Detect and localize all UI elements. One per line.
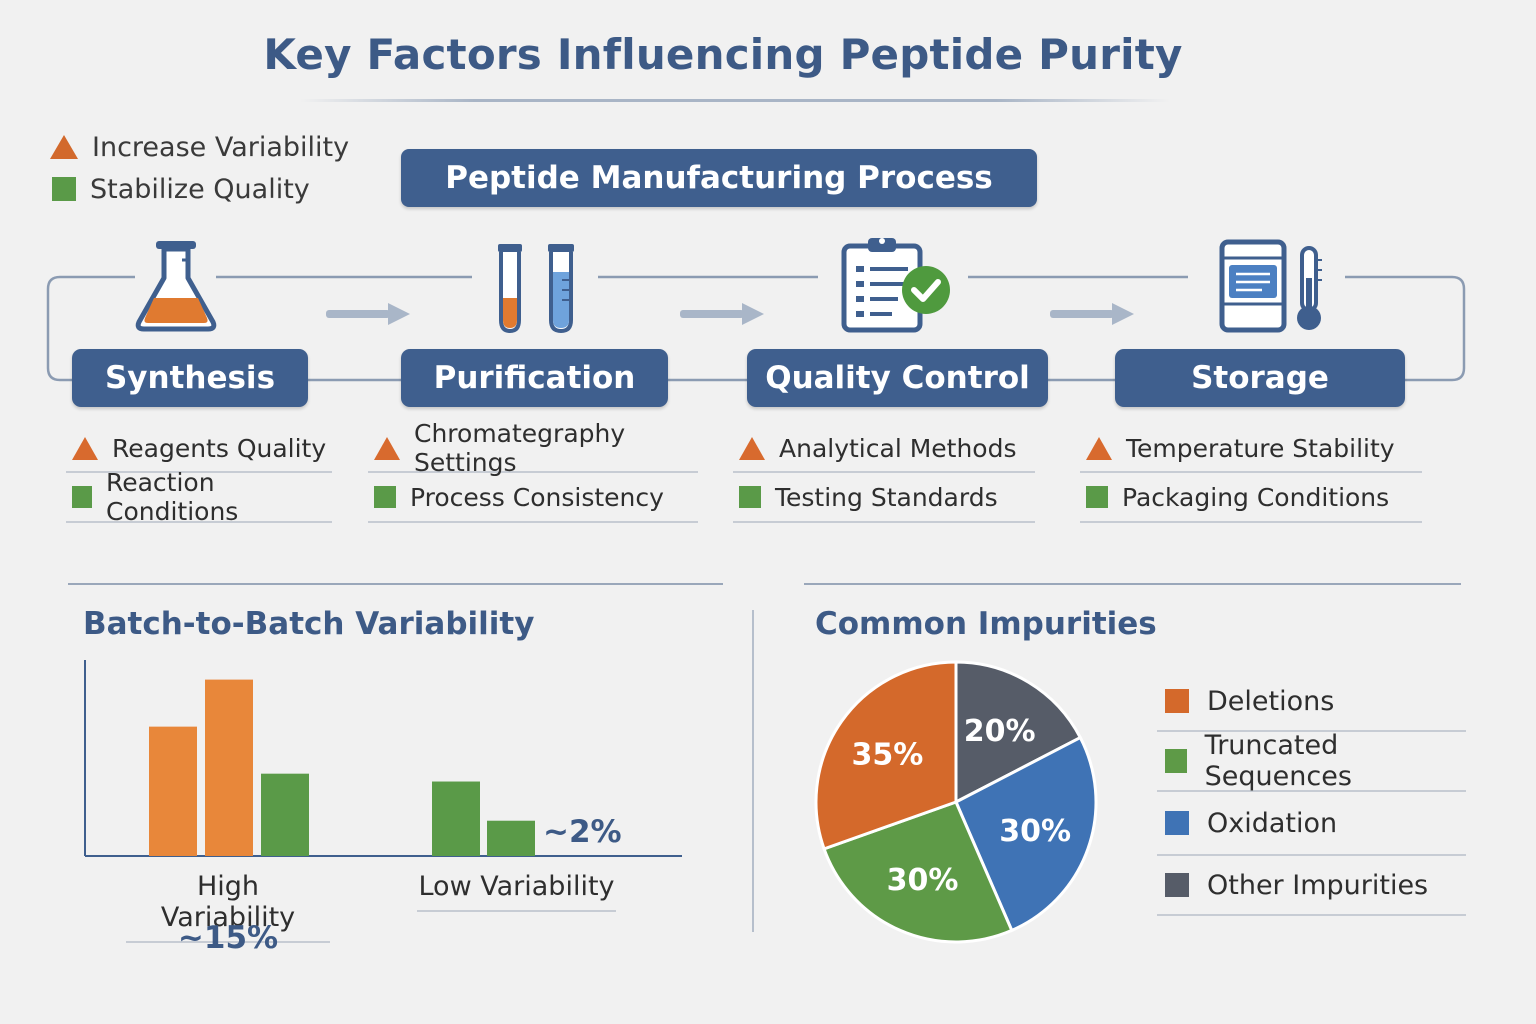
square-icon [1165, 749, 1187, 773]
square-icon [1086, 486, 1108, 508]
triangle-icon [50, 135, 78, 159]
square-icon [374, 486, 396, 508]
legend-item-truncated: Truncated Sequences [1157, 730, 1466, 792]
square-icon [1165, 689, 1189, 713]
factor-stabilize: Reaction Conditions [66, 468, 332, 526]
factor-increase: Analytical Methods [733, 425, 1035, 473]
low-variability-value: ~2% [543, 814, 622, 850]
triangle-icon [72, 436, 98, 460]
factor-increase: Chromategraphy Settings [368, 419, 698, 477]
synthesis-factors: Reagents Quality Reaction Conditions [66, 425, 332, 526]
pie-label-other-impurities: 20% [964, 714, 1036, 749]
factor-stabilize: Process Consistency [368, 473, 698, 523]
purification-factors: Chromategraphy Settings Process Consiste… [368, 419, 698, 523]
legend-label: Truncated Sequences [1204, 730, 1352, 792]
batch-chart-title: Batch-to-Batch Variability [83, 606, 535, 642]
pie-label-oxidation: 30% [999, 814, 1071, 849]
legend-label: Oxidation [1207, 807, 1338, 839]
section-divider [804, 583, 1461, 585]
clipboard-check-icon [841, 238, 950, 333]
legend-item-other: Other Impurities [1157, 856, 1466, 916]
pie-slice-deletions [814, 660, 958, 851]
triangle-icon [1086, 436, 1112, 460]
factor-label: Testing Standards [775, 482, 998, 512]
arrow-icon [326, 303, 1134, 325]
bar-2 [205, 679, 253, 856]
factor-increase: Temperature Stability [1080, 425, 1422, 473]
pie-legend: Deletions Truncated Sequences Oxidation … [1157, 672, 1466, 916]
factor-label: Reagents Quality [112, 433, 327, 463]
stage-storage: Storage [1115, 349, 1405, 407]
factor-stabilize: Packaging Conditions [1080, 473, 1422, 523]
pie-slice-truncated-sequences [822, 800, 1014, 944]
factor-label: Process Consistency [410, 482, 664, 512]
batch-bar-chart [84, 660, 682, 857]
legend-increase: Increase Variability [50, 128, 349, 166]
legend-item-oxidation: Oxidation [1157, 792, 1466, 856]
bar-1 [149, 726, 197, 856]
vertical-divider [752, 610, 754, 932]
square-icon [72, 486, 92, 508]
process-flow-lines [46, 275, 1466, 382]
test-tubes-icon [498, 244, 574, 334]
legend-label: Deletions [1207, 685, 1335, 717]
legend-item-deletions: Deletions [1157, 672, 1466, 732]
impurities-chart-title: Common Impurities [815, 606, 1157, 642]
pie-slice-other-impurities [954, 660, 1083, 805]
bar-3 [261, 773, 309, 856]
storage-factors: Temperature Stability Packaging Conditio… [1080, 425, 1422, 523]
stage-purification: Purification [401, 349, 668, 407]
factor-increase: Reagents Quality [66, 425, 332, 473]
impurities-pie-chart: 20% 30% 30% 35% [814, 660, 1098, 944]
section-divider [68, 583, 723, 585]
factor-label: Chromategraphy Settings [414, 419, 626, 477]
square-icon [1165, 811, 1189, 835]
square-icon [739, 486, 761, 508]
legend-stabilize-label: Stabilize Quality [90, 173, 310, 205]
legend-increase-label: Increase Variability [92, 131, 350, 163]
high-variability-label: High Variability [126, 871, 330, 943]
legend: Increase Variability Stabilize Quality [50, 128, 349, 212]
factor-label: Temperature Stability [1126, 433, 1395, 463]
low-variability-label: Low Variability [417, 871, 616, 912]
triangle-icon [374, 436, 400, 460]
high-variability-value: ~15% [177, 920, 279, 956]
stage-quality-control: Quality Control [747, 349, 1048, 407]
quality-control-factors: Analytical Methods Testing Standards [733, 425, 1035, 523]
flask-icon [135, 241, 217, 332]
factor-stabilize: Testing Standards [733, 473, 1035, 523]
bar-4 [432, 781, 480, 856]
title-divider [300, 99, 1170, 102]
stage-synthesis: Synthesis [72, 349, 308, 407]
factor-label: Analytical Methods [779, 433, 1017, 463]
triangle-icon [739, 436, 765, 460]
square-icon [52, 177, 76, 201]
process-banner: Peptide Manufacturing Process [401, 149, 1037, 207]
page-title: Key Factors Influencing Peptide Purity [263, 30, 1183, 79]
bar-5 [487, 820, 535, 856]
fridge-thermometer-icon [1219, 239, 1322, 333]
factor-label: Packaging Conditions [1122, 482, 1390, 512]
pie-label-truncated-sequences: 30% [887, 863, 959, 898]
legend-label: Other Impurities [1207, 869, 1429, 901]
legend-stabilize: Stabilize Quality [50, 166, 349, 212]
square-icon [1165, 873, 1189, 897]
factor-label: Reaction Conditions [105, 468, 239, 526]
pie-label-deletions: 35% [851, 738, 923, 773]
